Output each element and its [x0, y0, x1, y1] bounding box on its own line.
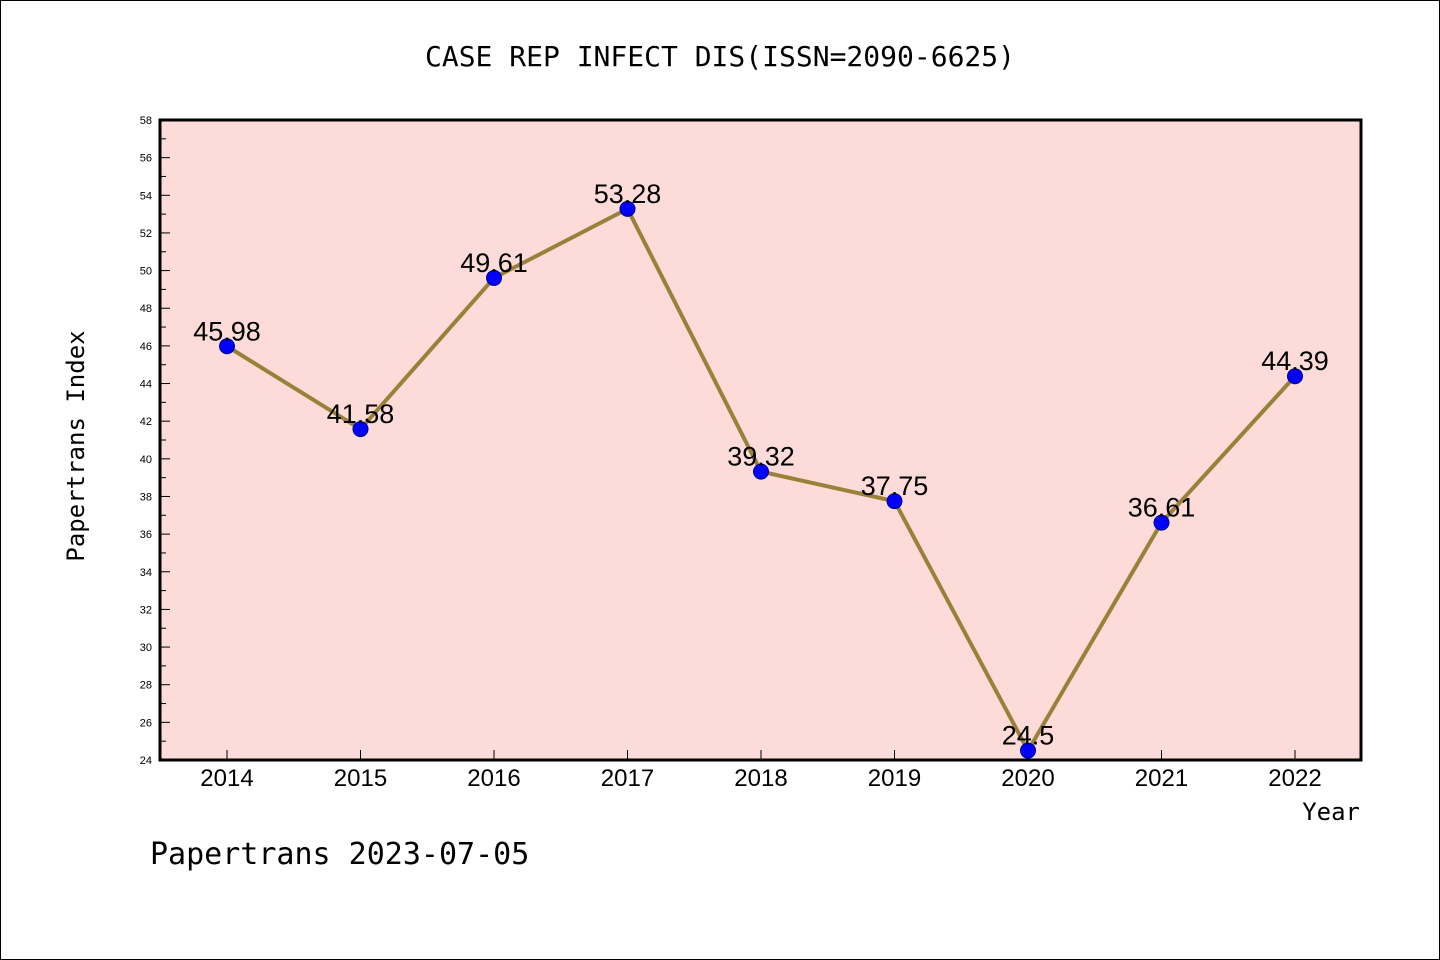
- x-tick-label: 2019: [868, 765, 921, 792]
- data-point: [486, 269, 502, 286]
- data-label: 36.61: [1128, 493, 1196, 523]
- y-tick-label: 50: [140, 266, 152, 278]
- y-axis-label: Papertrans Index: [62, 330, 90, 561]
- y-tick-label: 32: [140, 604, 152, 616]
- chart-title: CASE REP INFECT DIS(ISSN=2090-6625): [425, 40, 1015, 73]
- x-axis-ticks: 2014 2015 2016 2017 2018 2019 2020 2021 2022: [200, 750, 1322, 792]
- x-tick-label: 2020: [1001, 765, 1054, 792]
- data-label: 24.5: [1002, 721, 1055, 751]
- data-point: [219, 338, 235, 355]
- plot-area: [160, 120, 1361, 760]
- plot-border: [158, 118, 1363, 762]
- y-tick-label: 30: [140, 642, 152, 654]
- series-points-group: [219, 200, 1303, 759]
- y-tick-label: 42: [140, 416, 152, 428]
- y-tick-label: 44: [140, 379, 152, 391]
- data-point: [1020, 742, 1036, 759]
- x-tick-label: 2014: [200, 765, 253, 792]
- data-labels-group: 45.98 41.58 49.61 53.28 39.32 37.75 24.5 36.61 4…: [193, 179, 1329, 751]
- x-tick-label: 2017: [601, 765, 654, 792]
- y-tick-label: 54: [140, 190, 152, 202]
- data-label: 41.58: [327, 399, 395, 429]
- data-point: [1287, 368, 1303, 385]
- x-axis-label: Year: [1302, 798, 1360, 826]
- data-point: [886, 493, 903, 510]
- y-tick-label: 40: [140, 454, 152, 466]
- data-label: 39.32: [727, 442, 795, 472]
- watermark-text: Papertrans 2023-07-05: [150, 837, 529, 872]
- x-tick-label: 2018: [734, 765, 787, 792]
- y-tick-label: 34: [140, 567, 152, 579]
- y-tick-label: 56: [140, 153, 152, 165]
- data-point: [753, 463, 769, 480]
- data-point: [1153, 514, 1170, 531]
- data-label: 49.61: [460, 248, 528, 278]
- y-tick-label: 48: [140, 303, 152, 315]
- x-tick-label: 2016: [467, 765, 520, 792]
- data-label: 53.28: [594, 179, 662, 209]
- data-point: [619, 200, 636, 217]
- x-tick-label: 2021: [1135, 765, 1188, 792]
- y-axis-ticks: 24 26 28 30 32 34 36 38 40 42 44 46 48 50 52 54 56 58: [140, 115, 170, 767]
- data-label: 44.39: [1261, 346, 1329, 376]
- x-tick-label: 2022: [1268, 765, 1321, 792]
- y-tick-label: 38: [140, 491, 152, 503]
- y-tick-label: 24: [140, 755, 152, 767]
- y-tick-label: 58: [140, 115, 152, 127]
- y-tick-label: 36: [140, 529, 152, 541]
- data-label: 45.98: [193, 316, 261, 346]
- y-tick-label: 26: [140, 717, 152, 729]
- data-point: [352, 421, 369, 438]
- data-label: 37.75: [861, 471, 929, 501]
- y-tick-label: 52: [140, 228, 152, 240]
- x-tick-label: 2015: [334, 765, 387, 792]
- y-tick-label: 28: [140, 680, 152, 692]
- y-tick-label: 46: [140, 341, 152, 353]
